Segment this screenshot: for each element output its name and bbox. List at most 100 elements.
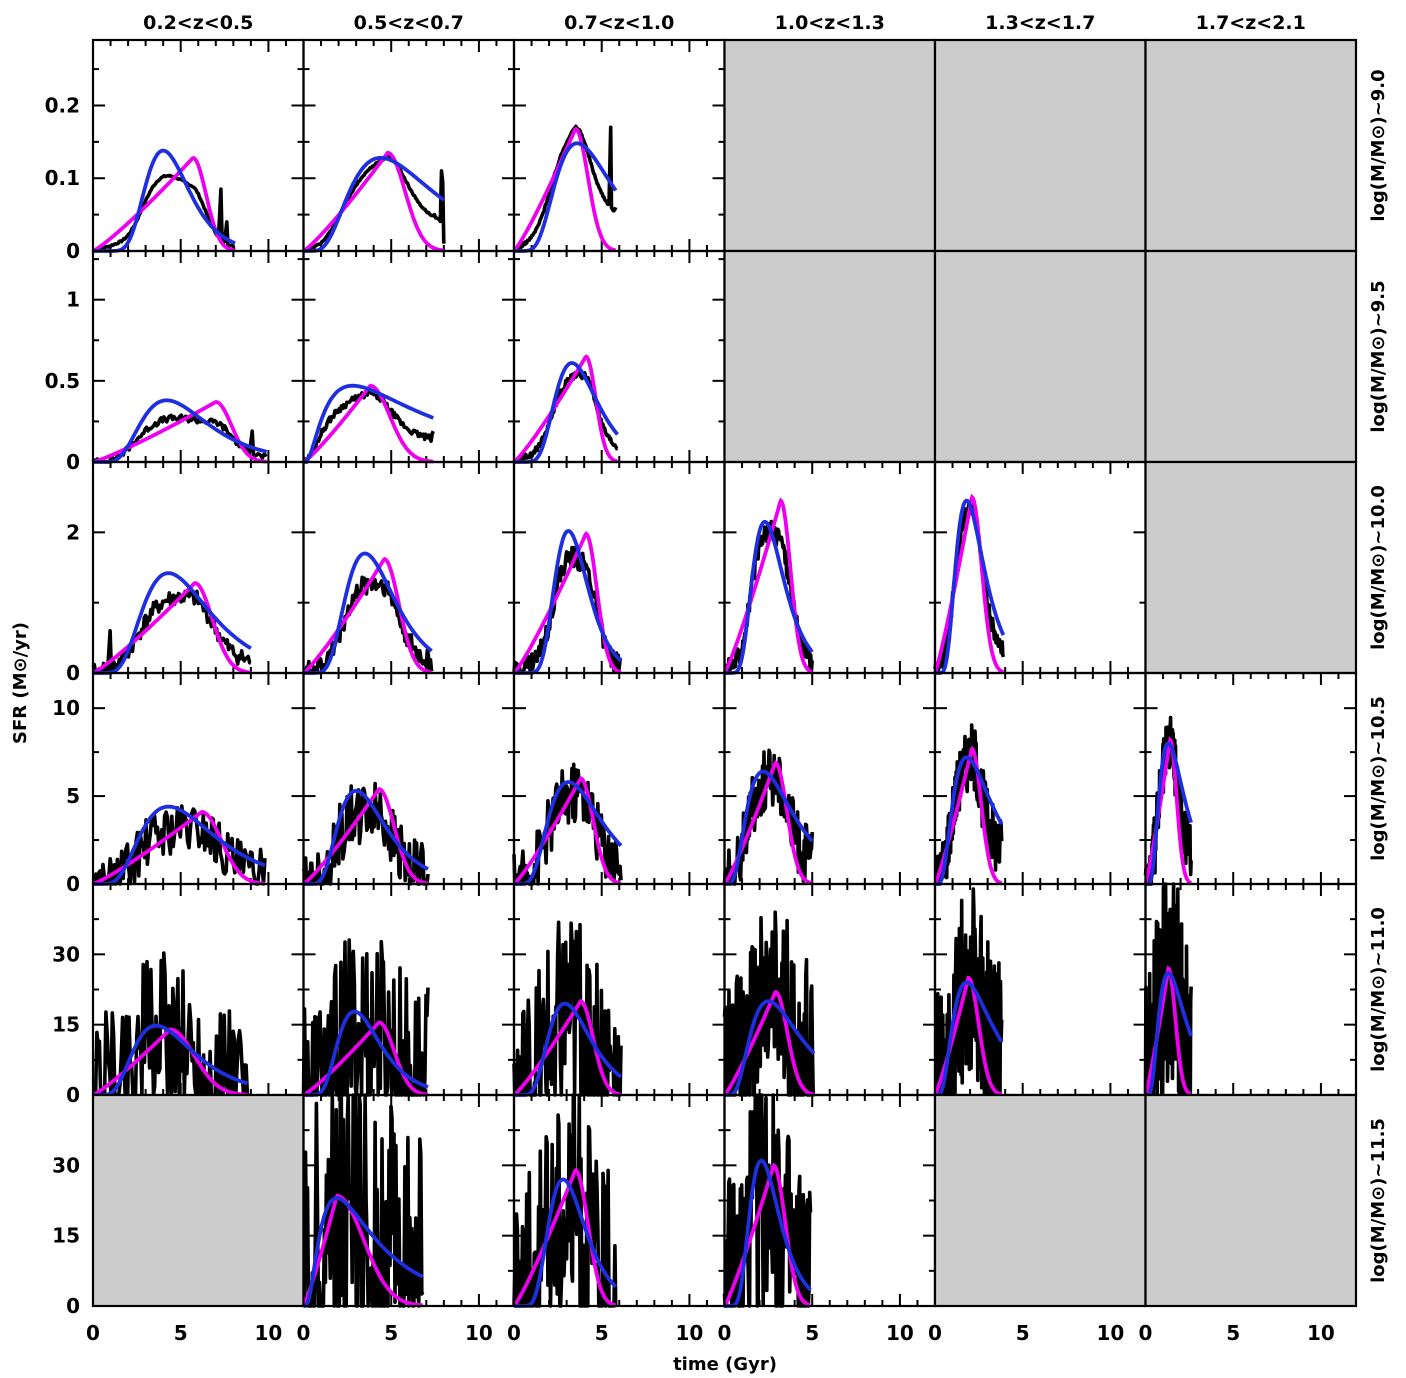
y-axis-title: SFR (M⊙/yr) [10, 622, 31, 744]
column-title: 1.0<z<1.3 [775, 12, 885, 34]
series-line-fit-blue [935, 755, 1004, 886]
x-axis-title: time (Gyr) [673, 1354, 777, 1375]
y-tick-label: 1 [66, 288, 80, 312]
x-tick-label: 0 [928, 1321, 942, 1345]
x-tick-label: 5 [805, 1321, 819, 1345]
x-tick-label: 5 [384, 1321, 398, 1345]
y-tick-label: 30 [52, 1153, 80, 1177]
x-tick-label: 10 [254, 1321, 282, 1345]
series-line-fit-magenta [92, 809, 266, 886]
series-line-fit-blue [514, 141, 618, 253]
series-line-measured [302, 1093, 425, 1308]
panel [933, 882, 1147, 1097]
series-line-measured [933, 499, 1006, 675]
series-line-fit-blue [303, 383, 434, 464]
panel-frame [933, 460, 1147, 675]
series-line-fit-magenta [512, 1167, 616, 1308]
x-tick-label: 5 [1226, 1321, 1240, 1345]
panel [1143, 671, 1358, 886]
series-line-measured [933, 723, 1004, 886]
empty-panel [935, 1095, 1146, 1306]
row-label: log(M/M⊙)~11.5 [1368, 1118, 1389, 1283]
panel [512, 882, 726, 1097]
panel [512, 38, 726, 253]
panel-ticks [93, 462, 304, 673]
y-tick-label: 15 [52, 1224, 80, 1248]
series-line-fit-magenta [92, 400, 267, 464]
panel [301, 1093, 516, 1308]
panel [302, 249, 516, 464]
series-line-fit-magenta [722, 497, 813, 674]
panel [933, 671, 1147, 886]
series-line-measured [512, 545, 623, 675]
series-line-fit-blue [514, 1177, 618, 1308]
panel-frame [91, 38, 305, 253]
empty-panel [935, 251, 1146, 462]
row-label: log(M/M⊙)~9.5 [1368, 280, 1389, 432]
series-line-measured [91, 589, 252, 675]
series-line-fit-blue [303, 1196, 424, 1308]
row-label: log(M/M⊙)~9.0 [1368, 69, 1389, 221]
series-line-fit-magenta [512, 776, 622, 886]
y-tick-label: 2 [66, 520, 80, 544]
empty-panel [724, 251, 935, 462]
empty-panel [93, 1095, 304, 1306]
y-tick-label: 0 [66, 661, 80, 685]
x-tick-label: 10 [1096, 1321, 1124, 1345]
series-line-measured [302, 388, 435, 464]
series-line-fit-magenta [933, 493, 1005, 674]
row-label: log(M/M⊙)~10.5 [1368, 696, 1389, 861]
panel-ticks [935, 462, 1146, 673]
panel [933, 38, 1147, 253]
series-line-fit-blue [1145, 741, 1193, 886]
panel-grid [91, 38, 1358, 1308]
series-line-fit-magenta [302, 556, 432, 675]
panel [722, 882, 937, 1097]
panel [512, 1093, 726, 1308]
series-line-fit-blue [724, 999, 816, 1097]
series-line-measured [512, 370, 619, 464]
y-tick-label: 0.2 [45, 93, 80, 117]
panel [723, 38, 937, 253]
figure-labels: 0.2<z<0.5 0.5<z<0.7 0.7<z<1.0 1.0<z<1.3 1.3<… [45, 12, 1389, 1345]
series-line-fit-magenta [512, 998, 622, 1097]
y-tick-label: 0 [66, 239, 80, 263]
panel [91, 882, 305, 1097]
panel [1144, 249, 1358, 464]
empty-panel [1145, 251, 1356, 462]
x-tick-label: 5 [1016, 1321, 1030, 1345]
empty-panel [1145, 462, 1356, 673]
series-line-fit-blue [514, 361, 619, 464]
panel [723, 249, 937, 464]
series-line-fit-magenta [302, 786, 429, 886]
panel-ticks [514, 884, 725, 1095]
x-tick-label: 0 [718, 1321, 732, 1345]
series-line-fit-magenta [512, 354, 618, 464]
series-line-measured [301, 938, 430, 1097]
panel [302, 460, 516, 675]
x-tick-label: 0 [297, 1321, 311, 1345]
series-line-fit-blue [93, 398, 268, 464]
panel [301, 671, 516, 886]
panel [1144, 460, 1358, 675]
x-tick-label: 10 [465, 1321, 493, 1345]
series-line-measured [302, 154, 446, 253]
series-line-fit-blue [724, 519, 814, 675]
y-tick-label: 0 [66, 872, 80, 896]
y-tick-label: 0 [66, 450, 80, 474]
panel-frame [91, 460, 305, 675]
panel [1144, 38, 1358, 253]
empty-panel [1145, 1095, 1356, 1306]
x-tick-label: 0 [507, 1321, 521, 1345]
series-line-fit-magenta [301, 1193, 423, 1308]
series-line-fit-magenta [722, 1162, 811, 1308]
panel [512, 460, 726, 675]
x-tick-label: 0 [1139, 1321, 1153, 1345]
column-title: 0.7<z<1.0 [564, 12, 674, 34]
series-line-fit-blue [93, 571, 252, 675]
series-line-fit-blue [724, 1158, 812, 1308]
column-title: 1.7<z<2.1 [1196, 12, 1306, 34]
series-line-fit-magenta [92, 581, 252, 675]
y-tick-label: 5 [66, 784, 80, 808]
panel [512, 249, 726, 464]
